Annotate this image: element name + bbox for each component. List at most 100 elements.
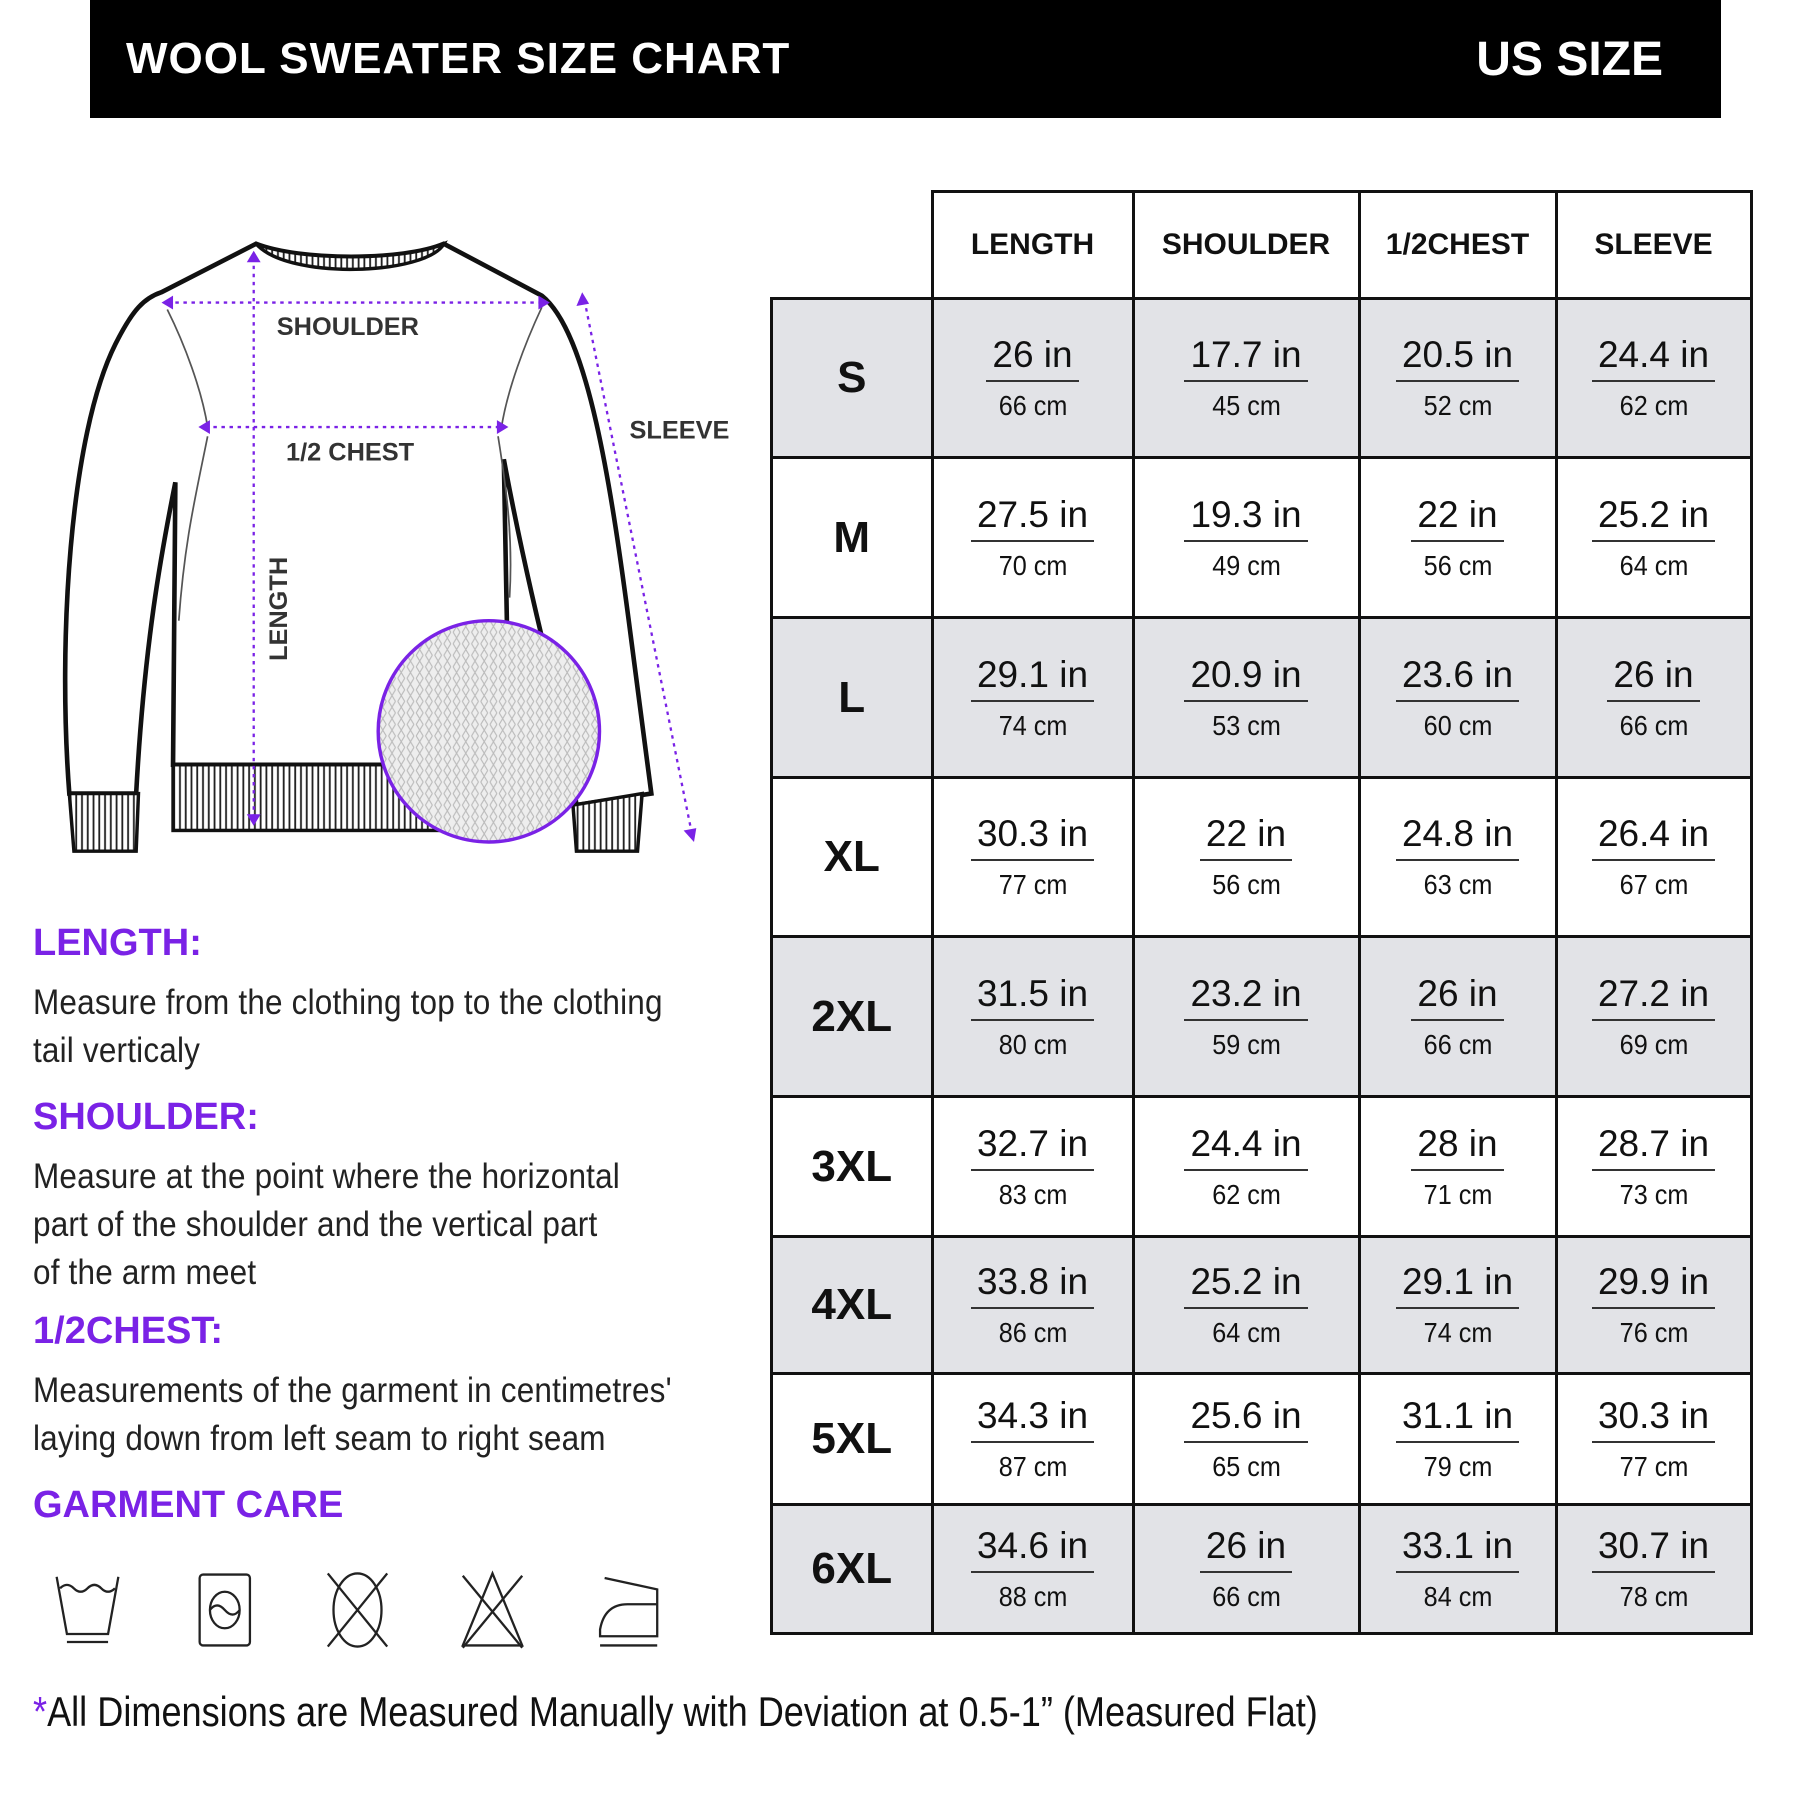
footer-note: *All Dimensions are Measured Manually wi… [33, 1688, 1318, 1736]
inches-value: 22 in [1411, 494, 1504, 542]
measurement-cell: 31.5 in 80 cm [930, 935, 1135, 1098]
table-row: M 27.5 in 70 cm 19.3 in 49 cm 22 in 56 cm 25.2 … [770, 456, 1753, 619]
inches-value: 19.3 in [1184, 494, 1308, 542]
length-label: LENGTH [265, 557, 293, 661]
inches-value: 27.2 in [1591, 973, 1716, 1021]
cm-value: 78 cm [1619, 1581, 1688, 1612]
cm-value: 59 cm [1211, 1028, 1281, 1060]
measurement-cell: 25.6 in 65 cm [1131, 1372, 1361, 1506]
cm-value: 66 cm [1619, 709, 1688, 741]
cm-value: 64 cm [1211, 1317, 1281, 1348]
measurement-cell: 31.1 in 79 cm [1357, 1372, 1558, 1506]
cm-value: 76 cm [1619, 1317, 1688, 1348]
inches-value: 33.8 in [970, 1261, 1095, 1309]
inches-value: 26 in [1199, 1525, 1293, 1573]
measurement-cell: 27.2 in 69 cm [1554, 935, 1753, 1098]
measurement-cell: 29.1 in 74 cm [930, 616, 1135, 779]
measurement-cell: 23.2 in 59 cm [1131, 935, 1361, 1098]
measurement-cell: 26 in 66 cm [1554, 616, 1753, 779]
cm-value: 56 cm [1423, 549, 1492, 581]
inches-value: 29.1 in [1395, 1261, 1520, 1309]
measurement-cell: 30.3 in 77 cm [930, 776, 1135, 938]
table-row: L 29.1 in 74 cm 20.9 in 53 cm 23.6 in 60 cm 26 … [770, 616, 1753, 779]
cm-value: 79 cm [1423, 1451, 1492, 1482]
chest-label: 1/2 CHEST [286, 438, 415, 466]
cm-value: 67 cm [1619, 869, 1688, 900]
shoulder-label: SHOULDER [277, 313, 419, 341]
inches-value: 25.2 in [1591, 494, 1716, 542]
measurement-cell: 26 in 66 cm [1131, 1503, 1361, 1635]
cm-value: 62 cm [1619, 390, 1688, 421]
measurement-cell: 22 in 56 cm [1357, 456, 1558, 619]
cm-value: 49 cm [1211, 549, 1281, 581]
cm-value: 45 cm [1211, 390, 1281, 421]
measurement-cell: 17.7 in 45 cm [1131, 297, 1361, 459]
size-label: L [770, 616, 934, 779]
measurement-cell: 33.8 in 86 cm [930, 1235, 1135, 1375]
inches-value: 30.3 in [1591, 1395, 1716, 1443]
inches-value: 26 in [986, 334, 1079, 382]
measurement-cell: 24.8 in 63 cm [1357, 776, 1558, 938]
inches-value: 29.1 in [970, 654, 1095, 702]
table-header-row: LENGTH SHOULDER 1/2CHEST SLEEVE [771, 190, 1753, 300]
cm-value: 52 cm [1423, 390, 1492, 421]
measurement-cell: 30.3 in 77 cm [1554, 1372, 1753, 1506]
cm-value: 70 cm [998, 549, 1067, 581]
measurement-cell: 29.1 in 74 cm [1357, 1235, 1558, 1375]
cm-value: 83 cm [998, 1178, 1067, 1210]
measurement-cell: 28.7 in 73 cm [1554, 1095, 1753, 1238]
cm-value: 74 cm [1423, 1317, 1492, 1348]
cm-value: 87 cm [998, 1451, 1067, 1482]
description-line: tail verticaly [33, 1031, 201, 1070]
measurement-cell: 24.4 in 62 cm [1131, 1095, 1361, 1238]
size-region: US SIZE [1476, 33, 1663, 86]
inches-value: 34.6 in [970, 1525, 1095, 1573]
measurement-cell: 23.6 in 60 cm [1357, 616, 1558, 779]
measurement-cell: 20.5 in 52 cm [1357, 297, 1558, 459]
cm-value: 63 cm [1423, 869, 1492, 900]
cm-value: 73 cm [1619, 1178, 1688, 1210]
cm-value: 77 cm [1619, 1451, 1688, 1482]
table-row: XL 30.3 in 77 cm 22 in 56 cm 24.8 in 63 cm 26.4… [770, 776, 1753, 938]
tumble-dry-icon [198, 1573, 252, 1647]
cm-value: 74 cm [998, 709, 1067, 741]
measurement-cell: 34.6 in 88 cm [930, 1503, 1135, 1635]
cm-value: 84 cm [1423, 1581, 1492, 1612]
measurement-cell: 25.2 in 64 cm [1131, 1235, 1361, 1375]
description-line: laying down from left seam to right seam [33, 1419, 606, 1458]
description-title: LENGTH: [33, 922, 202, 964]
inches-value: 20.9 in [1184, 654, 1308, 702]
inches-value: 26.4 in [1591, 813, 1716, 861]
inches-value: 24.8 in [1395, 813, 1520, 861]
do-not-dry-clean-icon [326, 1572, 389, 1648]
header-banner: WOOL SWEATER SIZE CHART US SIZE [90, 0, 1721, 118]
inches-value: 25.6 in [1184, 1395, 1308, 1443]
chest-description: 1/2CHEST: Measurements of the garment in… [33, 1310, 753, 1463]
table-row: 6XL 34.6 in 88 cm 26 in 66 cm 33.1 in 84 cm 30.… [770, 1503, 1753, 1635]
description-line: Measure at the point where the horizonta… [33, 1157, 620, 1196]
inches-value: 26 in [1607, 654, 1700, 702]
inches-value: 33.1 in [1395, 1525, 1520, 1573]
measurement-cell: 27.5 in 70 cm [930, 456, 1135, 619]
inches-value: 26 in [1411, 973, 1504, 1021]
measurement-cell: 20.9 in 53 cm [1131, 616, 1361, 779]
column-header: SLEEVE [1554, 190, 1753, 300]
inches-value: 23.6 in [1395, 654, 1520, 702]
table-row: 3XL 32.7 in 83 cm 24.4 in 62 cm 28 in 71 cm 28.… [770, 1095, 1753, 1238]
measurement-cell: 32.7 in 83 cm [930, 1095, 1135, 1238]
size-column-header [771, 191, 932, 300]
measurement-cell: 24.4 in 62 cm [1554, 297, 1753, 459]
sweater-diagram: SHOULDER 1/2 CHEST SLEEVE LENGTH [62, 240, 729, 853]
sleeve-label: SLEEVE [629, 417, 729, 445]
measurement-cell: 26 in 66 cm [1357, 935, 1558, 1098]
inches-value: 29.9 in [1591, 1261, 1716, 1309]
size-label: XL [770, 776, 934, 938]
cm-value: 88 cm [998, 1581, 1067, 1612]
measurement-cell: 22 in 56 cm [1131, 776, 1361, 938]
inches-value: 20.5 in [1395, 334, 1520, 382]
inches-value: 24.4 in [1591, 334, 1716, 382]
table-row: 5XL 34.3 in 87 cm 25.6 in 65 cm 31.1 in 79 cm 3… [770, 1372, 1753, 1506]
care-icons [40, 1570, 715, 1650]
description-line: of the arm meet [33, 1253, 257, 1292]
measurement-cell: 26.4 in 67 cm [1554, 776, 1753, 938]
